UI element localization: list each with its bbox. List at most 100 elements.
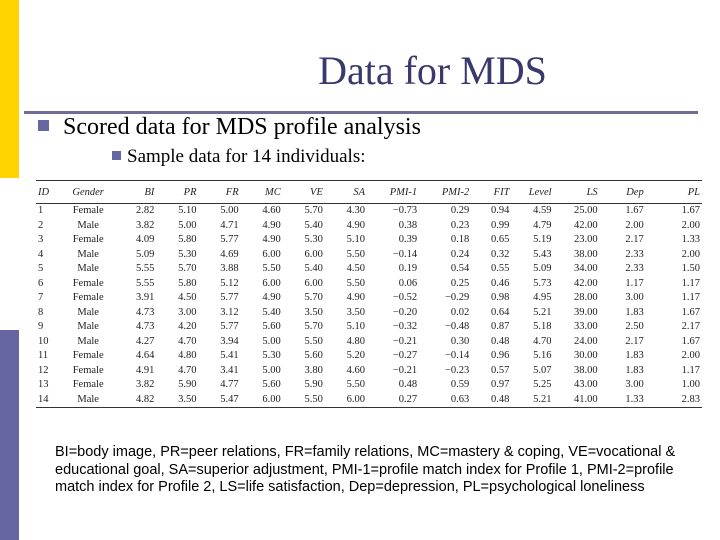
table-row: 14 Male 4.82 3.50 5.47 6.00 5.50 6.00 0.27 0.63 0.… xyxy=(36,392,702,408)
table-cell: −0.21 xyxy=(392,335,418,347)
table-cell: 0.30 xyxy=(450,335,470,347)
table-cell: 6.00 xyxy=(304,277,323,289)
table-cell: 0.39 xyxy=(398,234,418,245)
table-cell: 2.00 xyxy=(681,248,700,260)
side-bar-purple xyxy=(0,330,19,540)
column-header: FR xyxy=(198,180,241,204)
table-cell: 5.30 xyxy=(304,234,323,245)
table-cell: 23.00 xyxy=(574,234,598,245)
table-cell: 4.50 xyxy=(346,263,365,274)
table-cell: 38.00 xyxy=(574,248,598,260)
table-cell: 6.00 xyxy=(324,392,367,408)
table-cell: −0.29 xyxy=(445,292,470,303)
table-cell: 38.00 xyxy=(574,364,598,376)
column-header: BI xyxy=(114,180,157,204)
table-cell: 4.90 xyxy=(262,219,281,231)
table-cell: 2.82 xyxy=(135,205,155,216)
table-cell: 1.83 xyxy=(625,364,644,376)
table-cell: 5.70 xyxy=(304,205,323,216)
table-row: 13 Female 3.82 5.90 4.77 5.60 5.90 5.50 0.48 0.59… xyxy=(36,378,702,393)
table-row: 10 Male 4.27 4.70 3.94 5.00 5.50 4.80 −0.21 0.30 0… xyxy=(36,335,702,350)
table-cell: 4.27 xyxy=(135,335,155,347)
table-cell: 0.48 xyxy=(491,335,510,347)
table-cell: 5.16 xyxy=(533,350,552,361)
table-cell: 5.50 xyxy=(346,248,365,260)
table-cell: 4.70 xyxy=(533,335,552,347)
table-cell: 4.59 xyxy=(533,205,552,216)
table-cell: 0.97 xyxy=(491,379,510,390)
table-cell: 4.20 xyxy=(178,321,197,332)
table-row: 2 Male 3.82 5.00 4.71 4.90 5.40 4.90 0.38 0.23 0.9… xyxy=(36,219,702,234)
table-cell: 5 xyxy=(38,263,44,274)
table-cell: 2.17 xyxy=(681,321,700,332)
table-cell: 1.67 xyxy=(681,335,700,347)
table-cell: −0.23 xyxy=(445,364,470,376)
table-cell: Male xyxy=(77,335,99,347)
table-cell: 1.67 xyxy=(625,205,644,216)
table-cell: 2.00 xyxy=(681,350,700,361)
table-cell: 1.17 xyxy=(681,277,700,289)
table-cell: 5.77 xyxy=(220,292,239,303)
table-cell: −0.27 xyxy=(392,350,418,361)
side-bar-gap xyxy=(0,178,19,330)
column-header: PMI-1 xyxy=(366,180,420,204)
table-cell: 3.91 xyxy=(135,292,155,303)
table-cell: 4.80 xyxy=(178,350,197,361)
table-cell: 5.43 xyxy=(533,248,552,260)
table-cell: 3.12 xyxy=(220,306,239,318)
table-cell: 4.90 xyxy=(262,234,281,245)
table-cell: 4.90 xyxy=(262,292,281,303)
table-cell: 5.21 xyxy=(511,392,554,408)
mds-data-table: ID Gender BI PR FR MC VE SA PMI-1 PMI-2 FIT Level LS… xyxy=(36,180,702,408)
table-row: 4 Male 5.09 5.30 4.69 6.00 6.00 5.50 −0.14 0.24 0.… xyxy=(36,248,702,263)
table-cell: 3.80 xyxy=(304,364,323,376)
column-header: LS xyxy=(553,180,600,204)
bullet-level-1: Scored data for MDS profile analysis xyxy=(38,113,421,141)
table-cell: 1.67 xyxy=(681,205,700,216)
table-cell: 0.96 xyxy=(491,350,510,361)
table-cell: 0.24 xyxy=(450,248,470,260)
table-cell: −0.32 xyxy=(392,321,418,332)
table-cell: Male xyxy=(77,248,99,260)
table-cell: −0.48 xyxy=(445,321,470,332)
table-cell: 13 xyxy=(38,379,49,390)
table-cell: 4.95 xyxy=(533,292,552,303)
bullet-level-2: Sample data for 14 individuals: xyxy=(112,145,366,169)
table-cell: 4.70 xyxy=(178,335,197,347)
table-cell: 3.00 xyxy=(178,306,197,318)
table-cell: 5.19 xyxy=(533,234,552,245)
table-cell: 0.18 xyxy=(450,234,470,245)
table-cell: 43.00 xyxy=(574,379,598,390)
table-cell: 5.55 xyxy=(135,263,155,274)
table-cell: 1.17 xyxy=(681,364,700,376)
table-cell: 2.00 xyxy=(625,219,644,231)
table-cell: 5.00 xyxy=(262,364,281,376)
table-cell: 1 xyxy=(38,205,44,216)
table-cell: 0.06 xyxy=(398,277,418,289)
table-row: 11 Female 4.64 4.80 5.41 5.30 5.60 5.20 −0.27 −0.… xyxy=(36,349,702,364)
table-cell: 3.88 xyxy=(220,263,239,274)
table-cell: 4.60 xyxy=(262,205,281,216)
table-cell: 28.00 xyxy=(574,292,598,303)
table-cell: 41.00 xyxy=(553,392,600,408)
table-cell: 4.64 xyxy=(135,350,155,361)
table-cell: 0.64 xyxy=(491,306,510,318)
table-cell: 5.50 xyxy=(346,277,365,289)
table-row: 12 Female 4.91 4.70 3.41 5.00 3.80 4.60 −0.21 −0.… xyxy=(36,364,702,379)
table-cell: 5.09 xyxy=(533,263,552,274)
table-cell: −0.21 xyxy=(392,364,418,376)
table-cell: 30.00 xyxy=(574,350,598,361)
table-cell: 6.00 xyxy=(262,277,281,289)
table-cell: 5.70 xyxy=(304,292,323,303)
table-cell: 2.33 xyxy=(625,248,644,260)
table-cell: 1.33 xyxy=(599,392,646,408)
table-cell: 5.41 xyxy=(220,350,239,361)
table-cell: 0.25 xyxy=(450,277,470,289)
table-cell: 5.73 xyxy=(533,277,552,289)
table-cell: 5.90 xyxy=(304,379,323,390)
table-cell: −0.14 xyxy=(392,248,418,260)
table-cell: 34.00 xyxy=(574,263,598,274)
table-cell: Female xyxy=(72,205,104,216)
table-cell: 5.25 xyxy=(533,379,552,390)
table-cell: −0.20 xyxy=(392,306,418,318)
